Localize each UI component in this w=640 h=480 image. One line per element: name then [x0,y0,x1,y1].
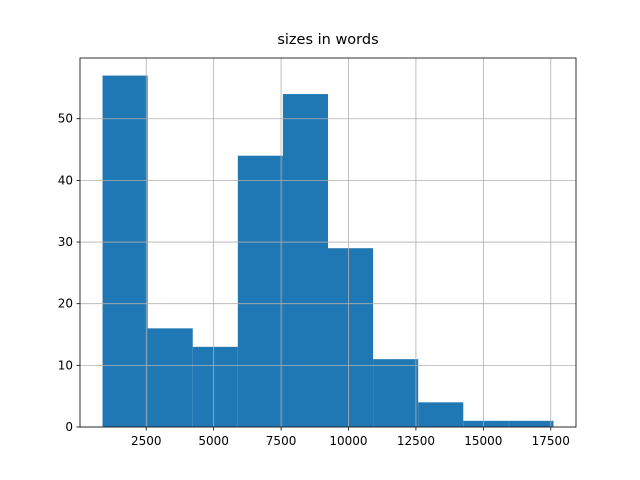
axes-frame [79,57,577,428]
bar [192,346,238,427]
y-tick-label: 30 [58,235,73,249]
x-tick-label: 5000 [198,434,229,448]
bar [147,328,193,427]
chart-title: sizes in words [277,32,378,48]
bar [418,402,464,427]
bar [237,155,283,427]
bar [508,420,554,427]
y-tick-label: 40 [58,173,73,187]
x-tick-label: 12500 [397,434,435,448]
bar [463,420,509,427]
y-tick-label: 20 [58,297,73,311]
x-tick-label: 7500 [266,434,297,448]
x-tick-label: 2500 [131,434,162,448]
bar [373,359,419,427]
y-tick-label: 0 [65,420,73,434]
bar [282,94,328,427]
y-tick-label: 10 [58,358,73,372]
bar [328,248,374,427]
bar [102,75,148,428]
y-tick-label: 50 [58,112,73,126]
x-tick-label: 10000 [329,434,367,448]
x-tick-label: 15000 [464,434,502,448]
x-tick-label: 17500 [532,434,570,448]
